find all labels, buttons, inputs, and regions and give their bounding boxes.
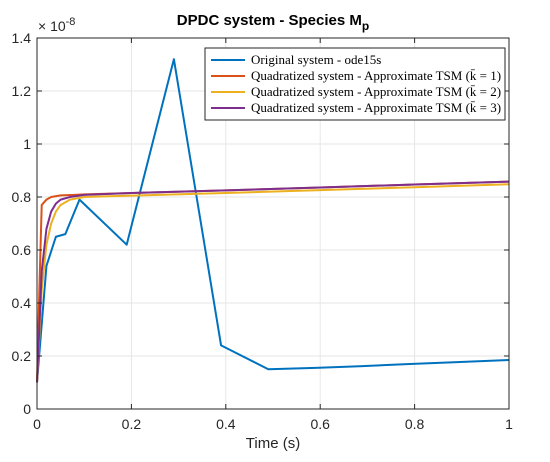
- chart-title: DPDC system - Species Mp: [177, 12, 369, 33]
- x-tick-label: 0.2: [122, 416, 142, 432]
- series-layer: [36, 58, 510, 383]
- tick-layer: 0 0.2 0.4 0.6 0.8 1 0 0.2 0.4 0.6 0.8 1 1.2 1.4: [12, 30, 514, 432]
- y-tick-label: 0.4: [12, 295, 32, 311]
- legend-label-3: Quadratized system - Approximate TSM (k̄…: [251, 84, 501, 99]
- y-exponent-base: × 10: [38, 18, 66, 34]
- legend-label-4: Quadratized system - Approximate TSM (k̄…: [251, 100, 501, 115]
- series-line-3: [36, 183, 510, 383]
- y-tick-label: 0.6: [12, 242, 32, 258]
- x-tick-label: 0: [33, 416, 41, 432]
- y-tick-label: 0.2: [12, 348, 32, 364]
- x-tick-label: 1: [505, 416, 513, 432]
- plot-frame: [36, 37, 510, 410]
- y-tick-label: 0: [23, 401, 31, 417]
- y-tick-label: 1: [23, 136, 31, 152]
- series-line-1: [36, 58, 510, 383]
- y-tick-label: 1.4: [12, 30, 32, 46]
- series-line-4: [36, 180, 510, 383]
- y-tick-label: 1.2: [12, 83, 32, 99]
- y-tick-label: 0.8: [12, 189, 32, 205]
- legend-label-1: Original system - ode15s: [251, 52, 381, 67]
- legend-label-2: Quadratized system - Approximate TSM (k̄…: [251, 68, 501, 83]
- x-tick-label: 0.8: [405, 416, 425, 432]
- y-exponent-power: -8: [66, 16, 76, 28]
- y-exponent-label: × 10-8: [38, 16, 75, 34]
- chart-title-subscript: p: [362, 19, 369, 33]
- x-tick-label: 0.6: [310, 416, 330, 432]
- x-tick-label: 0.4: [216, 416, 236, 432]
- chart-title-main: DPDC system - Species M: [177, 12, 362, 29]
- legend-box: [204, 47, 506, 121]
- x-axis-label: Time (s): [246, 435, 300, 452]
